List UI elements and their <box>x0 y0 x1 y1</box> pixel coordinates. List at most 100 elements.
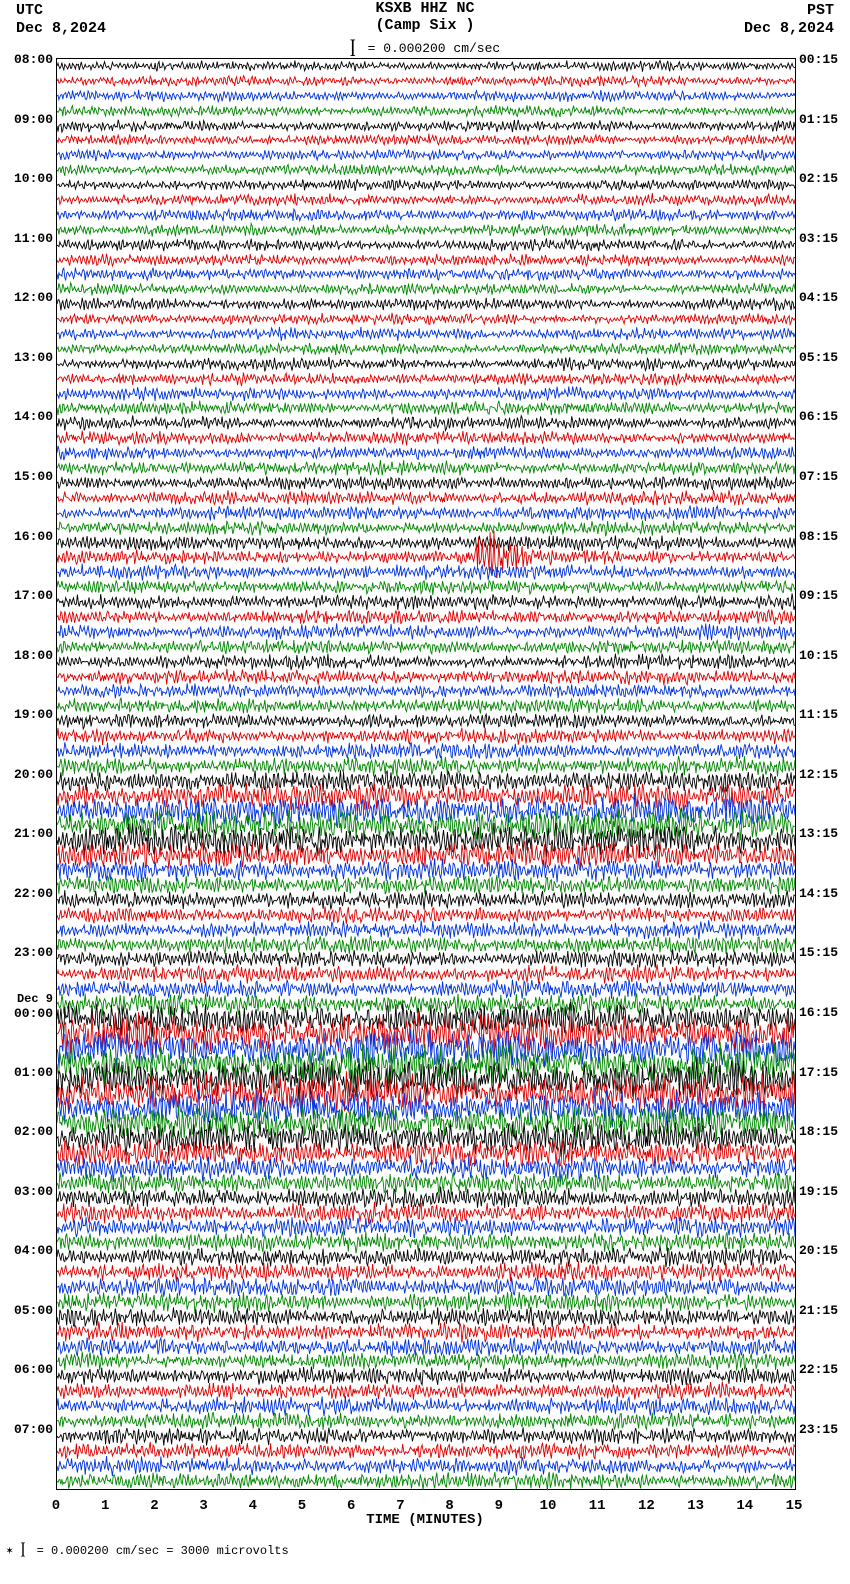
trace-row <box>57 729 795 744</box>
trace-row <box>57 1340 795 1355</box>
pst-label: PST <box>744 2 834 20</box>
utc-time-label: 23:00 <box>14 946 57 959</box>
trace-row <box>57 878 795 893</box>
trace-row <box>57 759 795 774</box>
pst-time-label: 22:15 <box>795 1363 838 1376</box>
utc-time-label: 08:00 <box>14 53 57 66</box>
utc-time-label: 21:00 <box>14 827 57 840</box>
trace-row <box>57 1235 795 1250</box>
trace-row <box>57 372 795 387</box>
x-tick: 12 <box>638 1490 655 1514</box>
trace-row: 17:0009:15 <box>57 595 795 610</box>
utc-time-label: 01:00 <box>14 1066 57 1079</box>
trace-row <box>57 461 795 476</box>
station-code: KSXB HHZ NC <box>0 0 850 17</box>
pst-time-label: 13:15 <box>795 827 838 840</box>
trace-row: 19:0011:15 <box>57 714 795 729</box>
trace-row <box>57 163 795 178</box>
pst-time-label: 11:15 <box>795 708 838 721</box>
scale-bar-glyph: I <box>350 37 356 61</box>
trace-row: 15:0007:15 <box>57 476 795 491</box>
trace-row: 13:0005:15 <box>57 357 795 372</box>
trace-row <box>57 908 795 923</box>
utc-time-label: 02:00 <box>14 1125 57 1138</box>
trace-row <box>57 938 795 953</box>
footer-star: ✶ <box>6 1544 13 1558</box>
trace-row <box>57 193 795 208</box>
trace-row <box>57 148 795 163</box>
utc-time-label: Dec 900:00 <box>14 993 57 1020</box>
utc-time-label: 05:00 <box>14 1304 57 1317</box>
pst-time-label: 12:15 <box>795 768 838 781</box>
utc-time-label: 15:00 <box>14 470 57 483</box>
trace-row <box>57 282 795 297</box>
x-tick: 9 <box>495 1490 503 1514</box>
trace-row: 23:0015:15 <box>57 952 795 967</box>
utc-day-label: Dec 9 <box>14 993 53 1006</box>
trace-row: 20:0012:15 <box>57 774 795 789</box>
trace-row <box>57 1116 795 1131</box>
trace-row: 09:0001:15 <box>57 119 795 134</box>
trace-row <box>57 431 795 446</box>
helicorder-page: UTC Dec 8,2024 KSXB HHZ NC (Camp Six ) I… <box>0 0 850 1571</box>
trace-row <box>57 863 795 878</box>
trace-row <box>57 104 795 119</box>
utc-time-label: 16:00 <box>14 530 57 543</box>
x-tick: 1 <box>101 1490 109 1514</box>
x-tick: 0 <box>52 1490 60 1514</box>
header-scale: I = 0.000200 cm/sec <box>350 38 500 57</box>
trace-row <box>57 1459 795 1474</box>
trace-row <box>57 1101 795 1116</box>
trace-row: 11:0003:15 <box>57 238 795 253</box>
footer-scale-bar: I <box>20 1540 25 1564</box>
footer: ✶ I = 0.000200 cm/sec = 3000 microvolts <box>0 1536 850 1571</box>
pst-time-label: 19:15 <box>795 1185 838 1198</box>
pst-date: Dec 8,2024 <box>744 20 834 38</box>
trace-row <box>57 1444 795 1459</box>
trace-row <box>57 744 795 759</box>
trace-row: 22:0014:15 <box>57 893 795 908</box>
x-tick: 4 <box>249 1490 257 1514</box>
trace-row <box>57 89 795 104</box>
trace-row: 14:0006:15 <box>57 416 795 431</box>
utc-time-label: 12:00 <box>14 291 57 304</box>
trace-row <box>57 1474 795 1489</box>
x-tick: 3 <box>199 1490 207 1514</box>
pst-time-label: 18:15 <box>795 1125 838 1138</box>
trace-row <box>57 1399 795 1414</box>
trace-row <box>57 446 795 461</box>
utc-time-label: 14:00 <box>14 410 57 423</box>
pst-time-label: 04:15 <box>795 291 838 304</box>
trace-row <box>57 997 795 1012</box>
trace-row <box>57 640 795 655</box>
trace-row: 02:0018:15 <box>57 1131 795 1146</box>
x-tick: 11 <box>589 1490 606 1514</box>
utc-time-label: 13:00 <box>14 351 57 364</box>
trace-row <box>57 1384 795 1399</box>
pst-time-label: 08:15 <box>795 530 838 543</box>
trace-row <box>57 789 795 804</box>
pst-time-label: 14:15 <box>795 887 838 900</box>
trace-row <box>57 312 795 327</box>
x-tick: 10 <box>540 1490 557 1514</box>
pst-time-label: 01:15 <box>795 113 838 126</box>
trace-row <box>57 1354 795 1369</box>
trace-row <box>57 610 795 625</box>
trace-row <box>57 818 795 833</box>
trace-row: 03:0019:15 <box>57 1191 795 1206</box>
pst-time-label: 03:15 <box>795 232 838 245</box>
trace-row <box>57 923 795 938</box>
x-tick: 13 <box>687 1490 704 1514</box>
trace-row <box>57 625 795 640</box>
pst-time-label: 10:15 <box>795 649 838 662</box>
utc-time-label: 11:00 <box>14 232 57 245</box>
trace-row <box>57 223 795 238</box>
utc-time-label: 03:00 <box>14 1185 57 1198</box>
header: UTC Dec 8,2024 KSXB HHZ NC (Camp Six ) I… <box>0 0 850 58</box>
pst-time-label: 05:15 <box>795 351 838 364</box>
utc-time-label: 10:00 <box>14 172 57 185</box>
utc-time-label: 18:00 <box>14 649 57 662</box>
trace-row <box>57 342 795 357</box>
pst-time-label: 07:15 <box>795 470 838 483</box>
x-tick: 8 <box>445 1490 453 1514</box>
